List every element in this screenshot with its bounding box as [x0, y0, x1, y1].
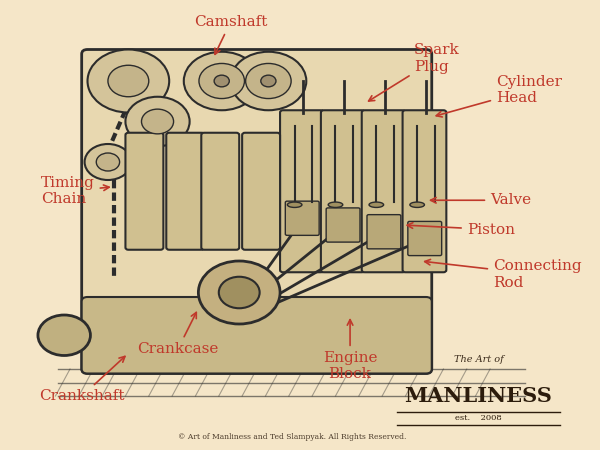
- Circle shape: [199, 261, 280, 324]
- Circle shape: [245, 63, 291, 99]
- Circle shape: [142, 109, 173, 134]
- Text: Crankshaft: Crankshaft: [39, 356, 125, 403]
- Circle shape: [96, 153, 119, 171]
- Circle shape: [230, 52, 307, 110]
- Text: Spark
Plug: Spark Plug: [368, 43, 460, 101]
- FancyBboxPatch shape: [326, 208, 360, 242]
- Text: Valve: Valve: [431, 193, 531, 207]
- FancyBboxPatch shape: [125, 133, 163, 250]
- FancyBboxPatch shape: [367, 215, 401, 249]
- FancyBboxPatch shape: [82, 50, 432, 374]
- Circle shape: [219, 277, 260, 308]
- Ellipse shape: [287, 202, 302, 207]
- FancyBboxPatch shape: [166, 133, 204, 250]
- Circle shape: [85, 144, 131, 180]
- Text: Camshaft: Camshaft: [194, 15, 267, 54]
- FancyBboxPatch shape: [242, 133, 280, 250]
- Circle shape: [38, 315, 91, 356]
- Circle shape: [199, 63, 244, 99]
- Ellipse shape: [328, 202, 343, 207]
- FancyBboxPatch shape: [408, 221, 442, 256]
- Circle shape: [88, 50, 169, 112]
- Circle shape: [108, 65, 149, 97]
- FancyBboxPatch shape: [286, 201, 319, 235]
- Text: Piston: Piston: [407, 222, 515, 237]
- Circle shape: [184, 52, 260, 110]
- Circle shape: [261, 75, 276, 87]
- Circle shape: [214, 75, 229, 87]
- Text: Engine
Block: Engine Block: [323, 320, 377, 381]
- Text: Connecting
Rod: Connecting Rod: [425, 259, 581, 290]
- Text: Cylinder
Head: Cylinder Head: [436, 75, 562, 117]
- FancyBboxPatch shape: [280, 110, 324, 272]
- Ellipse shape: [369, 202, 383, 207]
- Text: The Art of: The Art of: [454, 356, 503, 364]
- FancyBboxPatch shape: [403, 110, 446, 272]
- FancyBboxPatch shape: [82, 297, 432, 374]
- Text: est.    2008: est. 2008: [455, 414, 502, 423]
- FancyBboxPatch shape: [362, 110, 406, 272]
- Text: © Art of Manliness and Ted Slampyak. All Rights Reserved.: © Art of Manliness and Ted Slampyak. All…: [178, 433, 406, 441]
- FancyBboxPatch shape: [201, 133, 239, 250]
- Ellipse shape: [410, 202, 424, 207]
- Text: Timing
Chain: Timing Chain: [41, 176, 109, 207]
- Text: Crankcase: Crankcase: [137, 312, 218, 356]
- FancyBboxPatch shape: [321, 110, 365, 272]
- Text: MANLINESS: MANLINESS: [404, 386, 553, 406]
- Circle shape: [125, 97, 190, 146]
